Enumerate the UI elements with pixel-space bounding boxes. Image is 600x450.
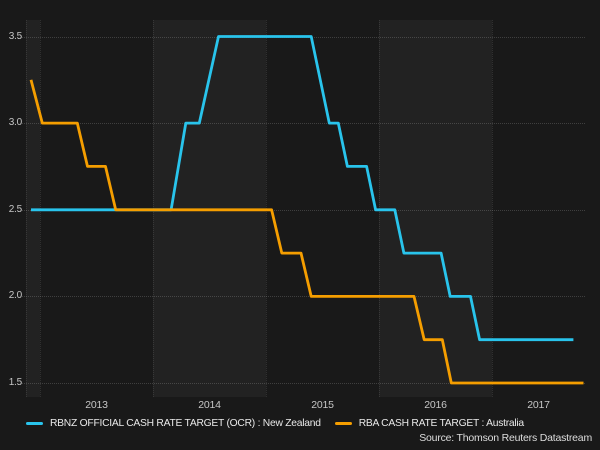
grid-hline xyxy=(20,123,585,125)
grid-vline xyxy=(492,20,493,397)
year-band xyxy=(379,20,492,397)
x-tick-label: 2015 xyxy=(311,399,334,411)
grid-hline xyxy=(20,383,585,384)
y-tick-label: 3.5 xyxy=(8,30,23,42)
x-tick-label: 2016 xyxy=(424,399,447,411)
series-line-australia xyxy=(29,79,584,385)
y-tick-label: 3.0 xyxy=(8,117,23,129)
y-tick-label: 1.5 xyxy=(8,377,23,388)
y-tick-label: 2.5 xyxy=(8,203,23,215)
source-label: Source: Thomson Reuters Datastream xyxy=(419,432,592,444)
legend-swatch-australia xyxy=(334,422,352,425)
legend-label-australia: RBA CASH RATE TARGET : Australia xyxy=(358,418,524,429)
y-tick-label: 2.0 xyxy=(8,290,23,302)
series-line-new-zealand xyxy=(31,35,574,342)
legend-swatch-new-zealand xyxy=(26,422,43,425)
grid-vline xyxy=(26,20,27,397)
grid-hline xyxy=(20,209,585,211)
legend: RBNZ OFFICIAL CASH RATE TARGET (OCR) : N… xyxy=(26,417,538,430)
legend-item-australia: RBA CASH RATE TARGET : Australia xyxy=(334,417,524,430)
grid-hline xyxy=(20,296,585,298)
legend-item-new-zealand: RBNZ OFFICIAL CASH RATE TARGET (OCR) : N… xyxy=(26,417,321,430)
x-tick-label: 2013 xyxy=(85,399,108,411)
legend-label-new-zealand: RBNZ OFFICIAL CASH RATE TARGET (OCR) : N… xyxy=(50,418,321,429)
x-tick-label: 2014 xyxy=(198,399,221,411)
x-tick-label: 2017 xyxy=(527,399,550,411)
